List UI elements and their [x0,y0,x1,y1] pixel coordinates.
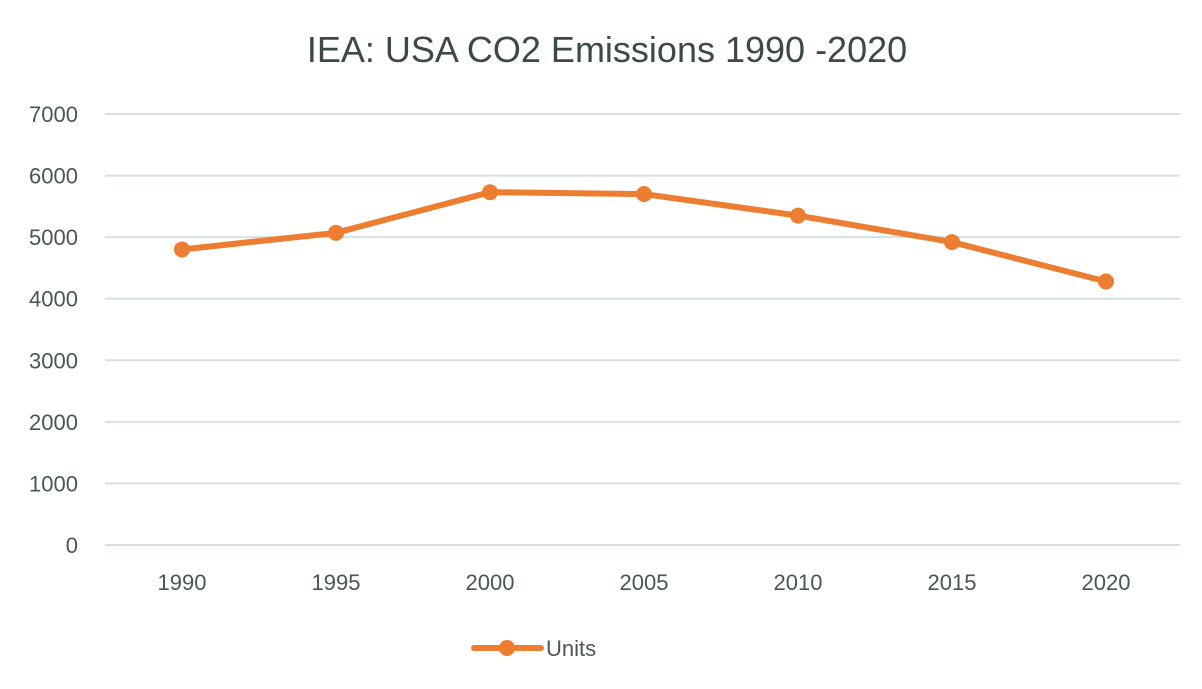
y-tick-label: 2000 [29,410,78,435]
x-tick-label: 2015 [928,570,977,595]
data-point-2000 [482,184,498,201]
y-tick-label: 3000 [29,348,78,373]
x-tick-label: 1995 [312,570,361,595]
data-point-1990 [174,241,190,258]
y-tick-label: 5000 [29,225,78,250]
chart-title: IEA: USA CO2 Emissions 1990 -2020 [307,29,907,70]
y-axis-ticks: 0 1000 2000 3000 4000 5000 6000 7000 [29,102,78,558]
y-tick-label: 4000 [29,287,78,312]
x-tick-label: 1990 [158,570,207,595]
data-point-2010 [790,207,806,224]
data-point-1995 [328,224,344,241]
data-point-2015 [944,234,960,251]
y-tick-label: 0 [66,533,78,558]
x-axis-ticks: 1990 1995 2000 2005 2010 2015 2020 [158,570,1131,595]
y-tick-label: 6000 [29,164,78,189]
x-tick-label: 2000 [466,570,515,595]
legend: Units [471,636,596,661]
x-tick-label: 2005 [620,570,669,595]
series-layer [174,184,1114,290]
y-tick-label: 1000 [29,471,78,496]
y-tick-label: 7000 [29,102,78,127]
data-point-2005 [636,186,652,203]
x-tick-label: 2010 [774,570,823,595]
x-tick-label: 2020 [1082,570,1131,595]
data-point-2020 [1098,273,1114,290]
gridlines [105,113,1180,546]
legend-marker-swatch [499,640,515,656]
legend-label-units: Units [546,636,596,661]
